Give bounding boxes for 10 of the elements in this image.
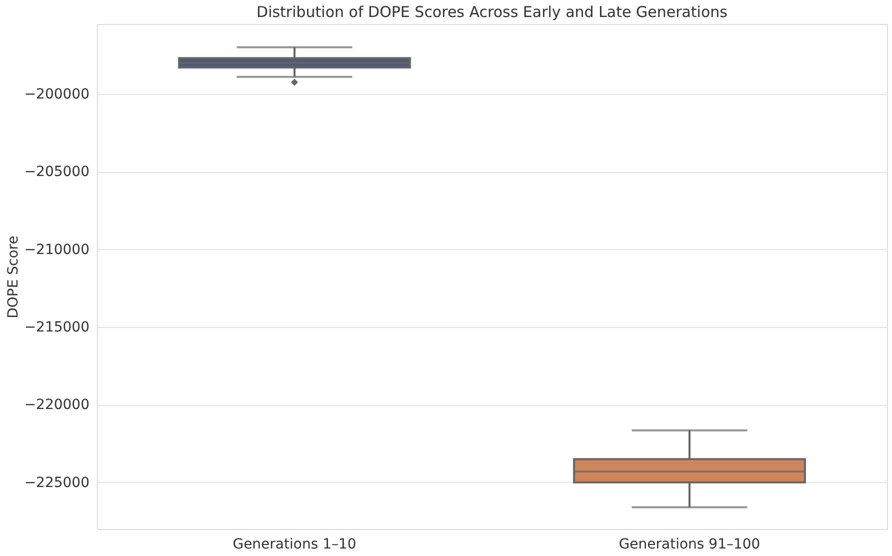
chart-title: Distribution of DOPE Scores Across Early and Late Generations xyxy=(256,3,728,21)
y-tick-label: −210000 xyxy=(24,242,90,258)
y-tick-label: −205000 xyxy=(24,164,90,180)
x-tick-label: Generations 1–10 xyxy=(232,536,356,552)
y-tick-label: −220000 xyxy=(24,397,90,414)
y-tick-label: −200000 xyxy=(24,86,90,102)
y-tick-label: −215000 xyxy=(24,320,90,336)
y-tick-label: −225000 xyxy=(24,474,90,491)
y-axis-title: DOPE Score xyxy=(5,236,22,318)
x-tick-label: Generations 91–100 xyxy=(618,536,760,552)
